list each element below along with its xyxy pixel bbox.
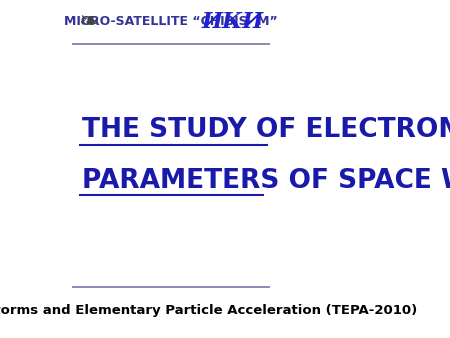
Text: ❧: ❧ [78,10,99,34]
Text: ИКИ: ИКИ [202,11,264,33]
Text: THE STUDY OF ELECTROMAGNETIC: THE STUDY OF ELECTROMAGNETIC [82,117,450,143]
Text: MICRO-SATELLITE “CHIBIS- M”: MICRO-SATELLITE “CHIBIS- M” [64,16,278,28]
Text: PARAMETERS OF SPACE WEATHER: PARAMETERS OF SPACE WEATHER [82,168,450,194]
Text: Thunderstorms and Elementary Particle Acceleration (TEPA-2010): Thunderstorms and Elementary Particle Ac… [0,305,418,317]
